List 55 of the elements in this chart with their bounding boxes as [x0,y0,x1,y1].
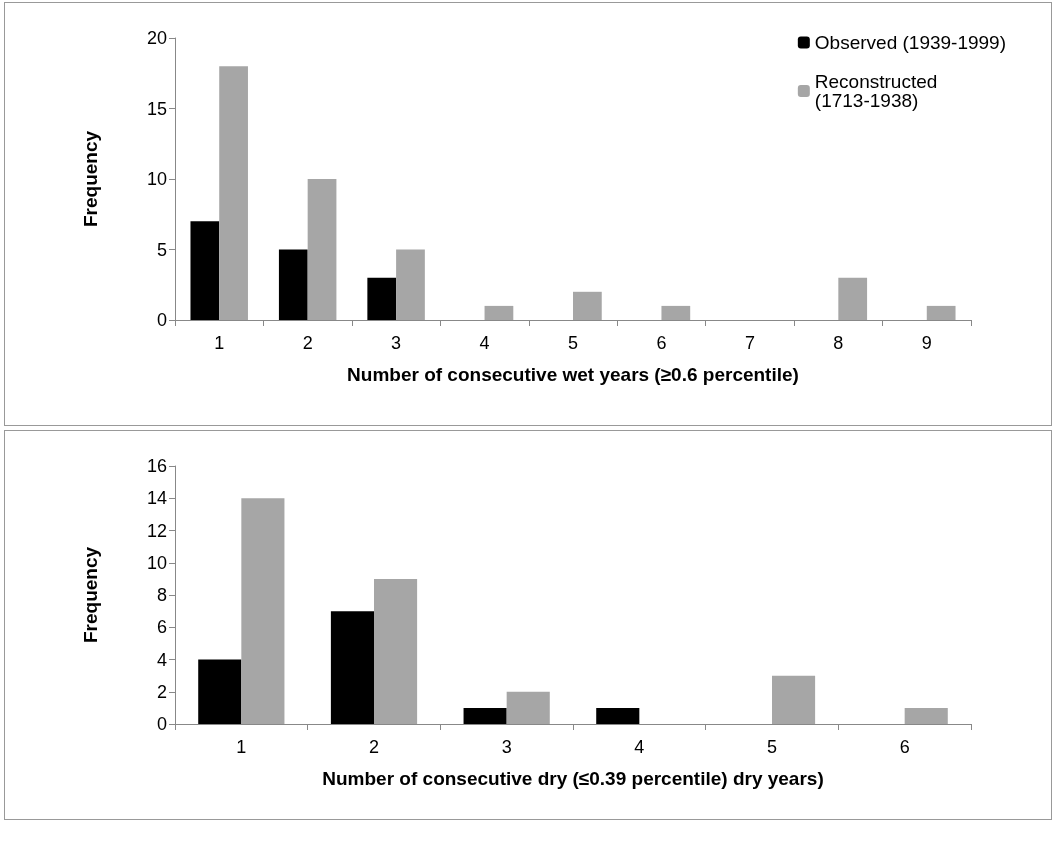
x-tick-label: 9 [921,333,932,353]
x-tick-label: 4 [634,737,645,757]
y-tick-label: 0 [156,310,167,330]
bar [190,221,220,320]
bar [241,498,285,724]
bar [463,707,507,724]
x-axis-title: Number of consecutive wet years (≥0.6 percentile) [347,364,799,385]
legend-label: Observed (1939-1999) [814,32,1006,53]
y-tick-label: 8 [156,585,167,605]
bar [484,305,514,320]
x-tick-label: 3 [391,333,402,353]
y-tick-label: 10 [146,169,167,189]
bar [219,66,248,320]
bar [278,249,308,320]
bar [904,707,948,724]
x-tick-label: 7 [744,333,755,353]
bar [307,179,337,320]
x-tick-label: 2 [368,737,380,757]
bar [772,675,816,724]
x-tick-label: 4 [479,333,490,353]
y-tick-label: 6 [156,617,167,638]
bar [596,707,640,724]
x-tick-label: 1 [236,737,247,757]
y-axis-title: Frequency [80,130,101,228]
bar [926,305,956,320]
bar [838,277,868,320]
x-tick-label: 3 [501,737,512,757]
y-tick-label: 14 [146,488,167,509]
x-tick-label: 2 [302,333,313,353]
bar [661,305,691,320]
y-tick-label: 16 [146,456,167,476]
bar [506,691,550,724]
y-tick-label: 15 [146,98,167,119]
y-tick-label: 0 [156,714,167,734]
x-tick-label: 5 [567,333,579,353]
y-tick-label: 10 [146,552,167,573]
bar [396,249,425,320]
bar [198,659,242,724]
x-tick-label: 6 [656,333,667,353]
y-tick-label: 5 [156,239,167,260]
x-tick-label: 5 [766,737,778,757]
bar [374,578,418,724]
bar [573,291,602,320]
x-tick-label: 8 [833,333,844,353]
legend-label: Reconstructed (1713-1938) [814,71,943,111]
bar [367,277,397,320]
x-axis-title: Number of consecutive dry (≤0.39 percentile) dry years) [322,768,824,789]
y-tick-label: 20 [146,28,167,48]
x-tick-label: 6 [899,737,910,757]
y-tick-label: 12 [146,520,167,541]
y-tick-label: 4 [156,649,167,670]
bar [330,611,374,724]
y-axis-title: Frequency [80,546,101,644]
y-tick-label: 2 [156,681,167,702]
x-tick-label: 1 [214,333,225,353]
